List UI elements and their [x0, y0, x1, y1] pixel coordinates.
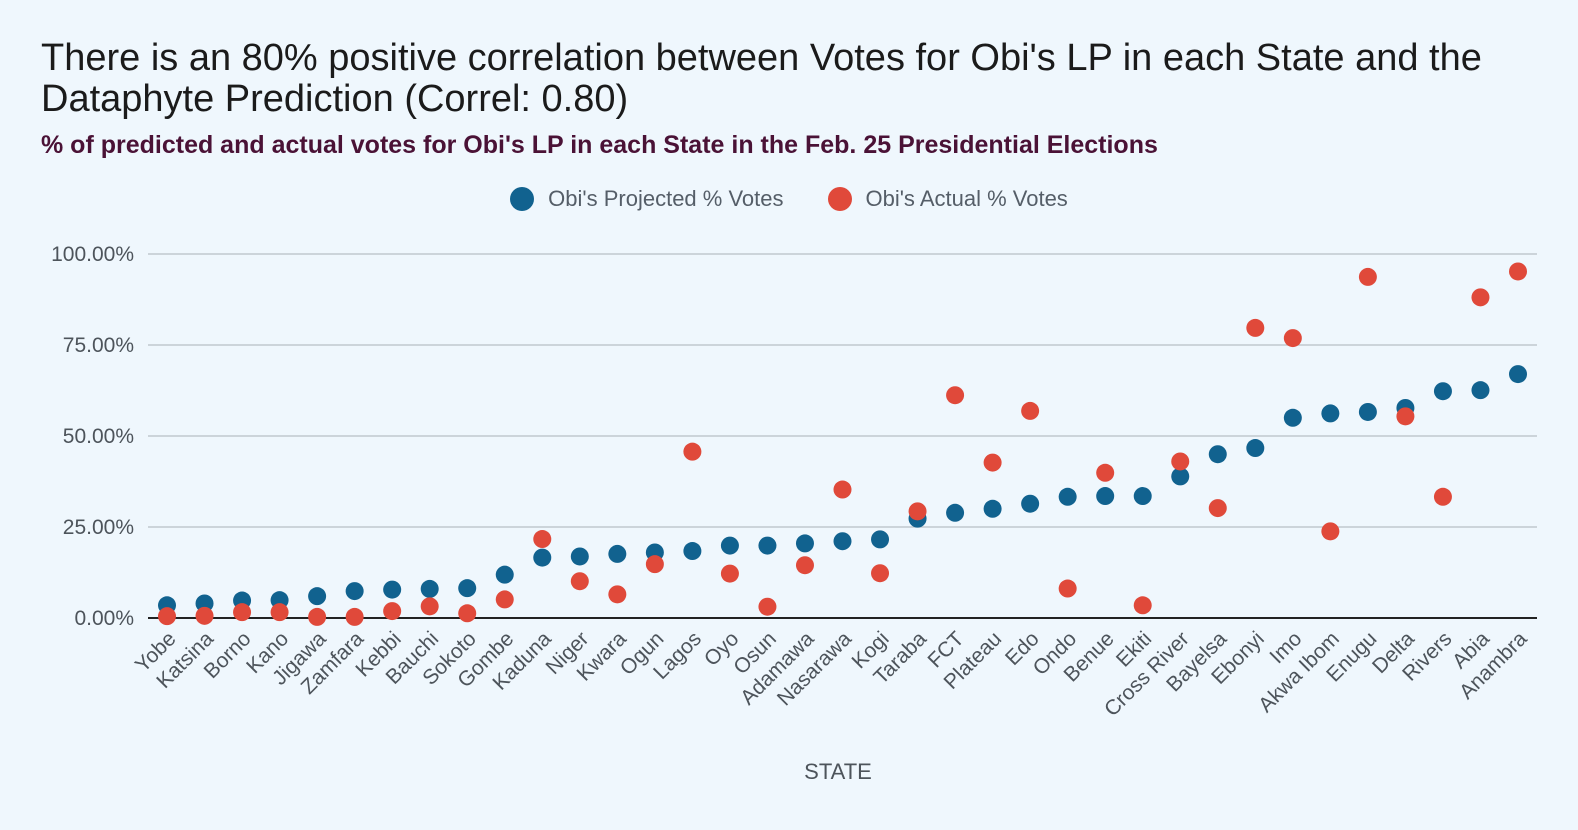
- gridlines: [148, 253, 1537, 619]
- x-axis-title: STATE: [804, 759, 872, 784]
- projected-point-ondo[interactable]: [1058, 487, 1077, 506]
- legend-item-actual[interactable]: Obi's Actual % Votes: [827, 186, 1068, 212]
- chart-title: There is an 80% positive correlation bet…: [41, 37, 1482, 120]
- projected-point-ekiti[interactable]: [1133, 487, 1152, 506]
- projected-point-edo[interactable]: [1021, 494, 1040, 513]
- y-tick-label: 0.00%: [74, 607, 134, 630]
- projected-point-abia[interactable]: [1471, 381, 1490, 400]
- actual-point-kaduna[interactable]: [533, 530, 552, 549]
- projected-point-cross-river[interactable]: [1171, 467, 1190, 486]
- actual-point-ogun[interactable]: [645, 555, 664, 574]
- actual-point-niger[interactable]: [570, 572, 589, 591]
- projected-point-kwara[interactable]: [608, 544, 627, 563]
- actual-point-katsina[interactable]: [195, 606, 214, 625]
- actual-point-fct[interactable]: [946, 386, 965, 405]
- y-tick-label: 75.00%: [63, 334, 134, 357]
- y-tick-label: 100.00%: [51, 243, 134, 266]
- data-points: [158, 262, 1527, 626]
- actual-point-taraba[interactable]: [908, 502, 927, 521]
- projected-point-osun[interactable]: [758, 536, 777, 555]
- actual-point-oyo[interactable]: [720, 564, 739, 583]
- projected-point-bauchi[interactable]: [420, 579, 439, 598]
- projected-point-katsina[interactable]: [195, 594, 214, 613]
- projected-point-benue[interactable]: [1096, 487, 1115, 506]
- projected-point-rivers[interactable]: [1433, 382, 1452, 401]
- legend-swatch-actual: [827, 187, 852, 211]
- projected-point-bayelsa[interactable]: [1208, 445, 1227, 464]
- projected-point-zamfara[interactable]: [345, 582, 364, 601]
- projected-point-sokoto[interactable]: [458, 579, 477, 598]
- actual-point-ebonyi[interactable]: [1246, 318, 1265, 337]
- projected-point-kogi[interactable]: [871, 530, 890, 549]
- projected-point-kebbi[interactable]: [383, 580, 402, 599]
- actual-point-ondo[interactable]: [1058, 579, 1077, 598]
- actual-point-kogi[interactable]: [871, 564, 890, 583]
- projected-point-niger[interactable]: [570, 547, 589, 566]
- legend-label-projected: Obi's Projected % Votes: [548, 186, 784, 211]
- projected-point-akwa-ibom[interactable]: [1321, 404, 1340, 423]
- actual-point-abia[interactable]: [1471, 288, 1490, 307]
- y-tick-label: 25.00%: [63, 516, 134, 539]
- x-axis-category-labels: YobeKatsinaBornoKanoJigawaZamfaraKebbiBa…: [131, 627, 1532, 721]
- actual-point-ekiti[interactable]: [1133, 596, 1152, 615]
- actual-point-akwa-ibom[interactable]: [1321, 522, 1340, 541]
- projected-point-gombe[interactable]: [495, 565, 514, 584]
- y-axis-tick-labels: 0.00% 25.00% 50.00% 75.00% 100.00%: [51, 243, 134, 630]
- actual-point-kwara[interactable]: [608, 585, 627, 604]
- actual-point-kano[interactable]: [270, 603, 289, 622]
- actual-point-zamfara[interactable]: [345, 607, 364, 626]
- actual-point-enugu[interactable]: [1358, 267, 1377, 286]
- y-tick-label: 50.00%: [63, 425, 134, 448]
- actual-point-nasarawa[interactable]: [833, 480, 852, 499]
- actual-point-jigawa[interactable]: [308, 607, 327, 626]
- projected-point-oyo[interactable]: [720, 536, 739, 555]
- actual-point-anambra[interactable]: [1509, 262, 1527, 281]
- actual-point-bayelsa[interactable]: [1208, 499, 1227, 518]
- projected-point-anambra[interactable]: [1509, 365, 1527, 384]
- actual-point-lagos[interactable]: [683, 442, 702, 461]
- actual-point-sokoto[interactable]: [458, 604, 477, 623]
- actual-point-kebbi[interactable]: [383, 602, 402, 621]
- projected-point-imo[interactable]: [1283, 408, 1302, 427]
- projected-point-plateau[interactable]: [983, 499, 1002, 518]
- actual-point-benue[interactable]: [1096, 463, 1115, 482]
- actual-point-imo[interactable]: [1283, 329, 1302, 348]
- projected-point-adamawa[interactable]: [795, 534, 814, 553]
- projected-point-fct[interactable]: [946, 503, 965, 522]
- chart-legend: Obi's Projected % Votes Obi's Actual % V…: [0, 186, 1578, 212]
- actual-point-cross-river[interactable]: [1171, 452, 1190, 471]
- projected-point-enugu[interactable]: [1358, 402, 1377, 421]
- actual-point-gombe[interactable]: [495, 590, 514, 609]
- actual-point-plateau[interactable]: [983, 453, 1002, 472]
- actual-point-rivers[interactable]: [1433, 487, 1452, 506]
- actual-point-osun[interactable]: [758, 597, 777, 616]
- chart-subtitle: % of predicted and actual votes for Obi'…: [41, 131, 1158, 159]
- actual-point-yobe[interactable]: [158, 607, 176, 626]
- actual-point-borno[interactable]: [233, 603, 252, 622]
- projected-point-jigawa[interactable]: [308, 587, 327, 606]
- projected-point-nasarawa[interactable]: [833, 532, 852, 551]
- legend-label-actual: Obi's Actual % Votes: [865, 186, 1068, 211]
- actual-point-edo[interactable]: [1021, 401, 1040, 420]
- actual-point-bauchi[interactable]: [420, 597, 439, 616]
- legend-swatch-projected: [510, 187, 535, 211]
- legend-item-projected[interactable]: Obi's Projected % Votes: [510, 186, 784, 212]
- actual-point-adamawa[interactable]: [795, 556, 814, 575]
- actual-point-delta[interactable]: [1396, 407, 1415, 426]
- projected-point-ebonyi[interactable]: [1246, 439, 1265, 458]
- projected-point-kaduna[interactable]: [533, 548, 552, 567]
- projected-point-lagos[interactable]: [683, 542, 702, 561]
